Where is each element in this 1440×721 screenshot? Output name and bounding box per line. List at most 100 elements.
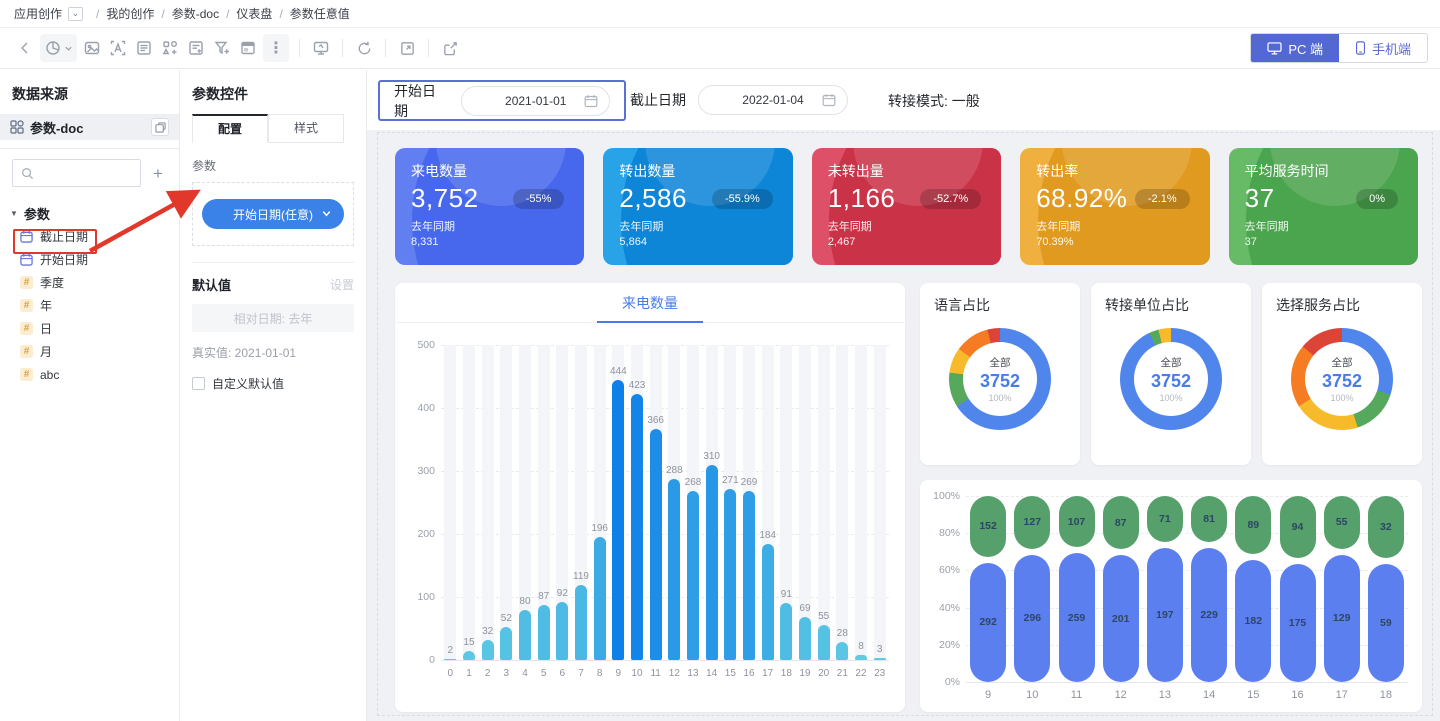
bar-13[interactable]	[687, 491, 699, 660]
donut-ring[interactable]: 全部 3752 100%	[1120, 328, 1222, 430]
stacked-bar-chart[interactable]: 0% 20% 40% 60% 80% 100% 152 292 9 127 296 10 107 259 1…	[933, 490, 1408, 701]
breadcrumb-item[interactable]: 参数任意值	[289, 7, 350, 21]
bar-14[interactable]	[705, 464, 718, 660]
refresh-icon[interactable]	[351, 35, 377, 61]
default-value-input[interactable]: 相对日期: 去年	[192, 304, 354, 332]
text-icon[interactable]	[105, 35, 131, 61]
add-parameter-button[interactable]: +	[153, 163, 163, 183]
bar-20[interactable]	[817, 625, 830, 660]
stacked-blue-segment[interactable]	[1102, 555, 1139, 682]
tree-item-日[interactable]: # 日	[10, 317, 171, 340]
bar-4[interactable]	[519, 609, 531, 660]
bar-12[interactable]	[668, 478, 681, 660]
bar-17[interactable]	[761, 544, 774, 660]
bar-3[interactable]	[500, 627, 513, 660]
stacked-blue-segment[interactable]	[970, 562, 1007, 682]
bar-18[interactable]	[780, 602, 793, 660]
stacked-blue-segment[interactable]	[1323, 554, 1360, 682]
breadcrumb-item[interactable]: 仪表盘	[236, 7, 273, 21]
dataset-item[interactable]: 参数-doc	[0, 114, 179, 140]
stacked-blue-segment[interactable]	[1367, 564, 1404, 682]
stacked-green-segment[interactable]	[1367, 496, 1404, 559]
breadcrumb-root[interactable]: 应用创作	[14, 7, 63, 21]
image-icon[interactable]	[79, 35, 105, 61]
breadcrumb-item[interactable]: 我的创作	[106, 7, 155, 21]
chevron-down-icon[interactable]: ⌄	[68, 6, 84, 21]
bar-10[interactable]	[631, 393, 643, 660]
bar-7[interactable]	[575, 585, 587, 660]
stacked-blue-segment[interactable]	[1058, 553, 1095, 682]
donut-ring[interactable]: 全部 3752 100%	[1291, 328, 1393, 430]
tab-config[interactable]: 配置	[192, 114, 268, 143]
call-count-bar-chart[interactable]: 0 100 200 300 400 500 2 0 15 1 32 2 52 3 80 4 87 5 92 6 119 7…	[417, 339, 889, 679]
search-input[interactable]	[12, 159, 141, 187]
checkbox-icon[interactable]	[192, 377, 205, 390]
stacked-blue-segment[interactable]	[1279, 564, 1316, 682]
stacked-blue-segment[interactable]	[1146, 548, 1183, 682]
bar-15[interactable]	[724, 489, 737, 660]
tab-block-icon[interactable]	[235, 35, 261, 61]
back-icon[interactable]	[12, 35, 38, 61]
bar-0[interactable]	[444, 658, 457, 660]
tree-item-季度[interactable]: # 季度	[10, 271, 171, 294]
kpi-card-平均服务时间[interactable]: 平均服务时间 37 0% 去年同期 37	[1228, 148, 1419, 265]
bar-16[interactable]	[743, 490, 755, 660]
bar-19[interactable]	[799, 616, 811, 660]
kpi-card-来电数量[interactable]: 来电数量 3,752 -55% 去年同期 8,331	[395, 148, 585, 265]
stacked-green-segment[interactable]	[1014, 496, 1051, 549]
stacked-green-segment[interactable]	[1146, 496, 1183, 543]
bar-2[interactable]	[481, 639, 494, 660]
bar-8[interactable]	[593, 536, 606, 660]
bar-22[interactable]	[855, 654, 867, 660]
tree-item-截止日期[interactable]: 截止日期	[10, 225, 171, 248]
filter-list-icon[interactable]	[183, 35, 209, 61]
kpi-card-转出数量[interactable]: 转出数量 2,586 -55.9% 去年同期 5,864	[603, 148, 793, 265]
bar-23[interactable]	[873, 658, 886, 660]
end-date-input[interactable]: 2022-01-04	[698, 85, 848, 115]
component-add-icon[interactable]	[157, 35, 183, 61]
stacked-blue-segment[interactable]	[1191, 547, 1228, 682]
stacked-green-segment[interactable]	[1191, 496, 1228, 542]
settings-link[interactable]: 设置	[329, 278, 354, 292]
param-pill-button[interactable]: 开始日期(任意)	[202, 199, 344, 229]
tree-group-params[interactable]: ▼ 参数	[10, 206, 50, 222]
kpi-card-转出率[interactable]: 转出率 68.92% -2.1% 去年同期 70.39%	[1020, 148, 1210, 265]
stacked-green-segment[interactable]	[1058, 496, 1095, 548]
bar-9[interactable]	[612, 380, 625, 660]
kpi-card-未转出量[interactable]: 未转出量 1,166 -52.7% 去年同期 2,467	[811, 148, 1002, 265]
mobile-view-button[interactable]: 手机端	[1338, 34, 1427, 62]
bar-11[interactable]	[649, 429, 662, 660]
tree-item-开始日期[interactable]: 开始日期	[10, 248, 171, 271]
fullscreen-icon[interactable]	[394, 35, 420, 61]
stacked-blue-segment[interactable]	[1235, 560, 1272, 682]
stacked-green-segment[interactable]	[1279, 496, 1316, 558]
stacked-green-segment[interactable]	[1235, 496, 1272, 555]
bar-21[interactable]	[836, 642, 849, 660]
share-icon[interactable]	[437, 35, 463, 61]
breadcrumb-item[interactable]: 参数-doc	[171, 7, 220, 21]
start-date-input[interactable]: 2021-01-01	[461, 85, 610, 116]
funnel-add-icon[interactable]	[209, 35, 235, 61]
tab-style[interactable]: 样式	[268, 114, 344, 143]
custom-default-checkbox-row[interactable]: 自定义默认值	[192, 375, 354, 392]
bar-1[interactable]	[463, 650, 475, 660]
donut-ring[interactable]: 全部 3752 100%	[949, 328, 1051, 430]
tab-call-count[interactable]: 来电数量	[592, 283, 708, 323]
stacked-green-segment[interactable]	[1102, 496, 1139, 550]
tree-item-abc[interactable]: # abc	[10, 363, 171, 386]
preview-icon[interactable]	[308, 35, 334, 61]
document-icon[interactable]	[131, 35, 157, 61]
bar-6[interactable]	[556, 602, 569, 660]
tree-item-年[interactable]: # 年	[10, 294, 171, 317]
more-icon[interactable]: ⋮	[263, 34, 289, 62]
x-axis-tick: 10	[1026, 689, 1039, 701]
stacked-green-segment[interactable]	[970, 496, 1007, 557]
add-chart-button[interactable]	[40, 34, 77, 62]
switch-dataset-icon[interactable]	[151, 118, 169, 136]
stacked-green-segment[interactable]	[1323, 496, 1360, 549]
start-date-filter-selected[interactable]: 开始日期 2021-01-01	[378, 80, 626, 121]
pc-view-button[interactable]: PC 端	[1251, 34, 1339, 62]
bar-5[interactable]	[537, 605, 550, 660]
stacked-blue-segment[interactable]	[1014, 554, 1051, 682]
tree-item-月[interactable]: # 月	[10, 340, 171, 363]
